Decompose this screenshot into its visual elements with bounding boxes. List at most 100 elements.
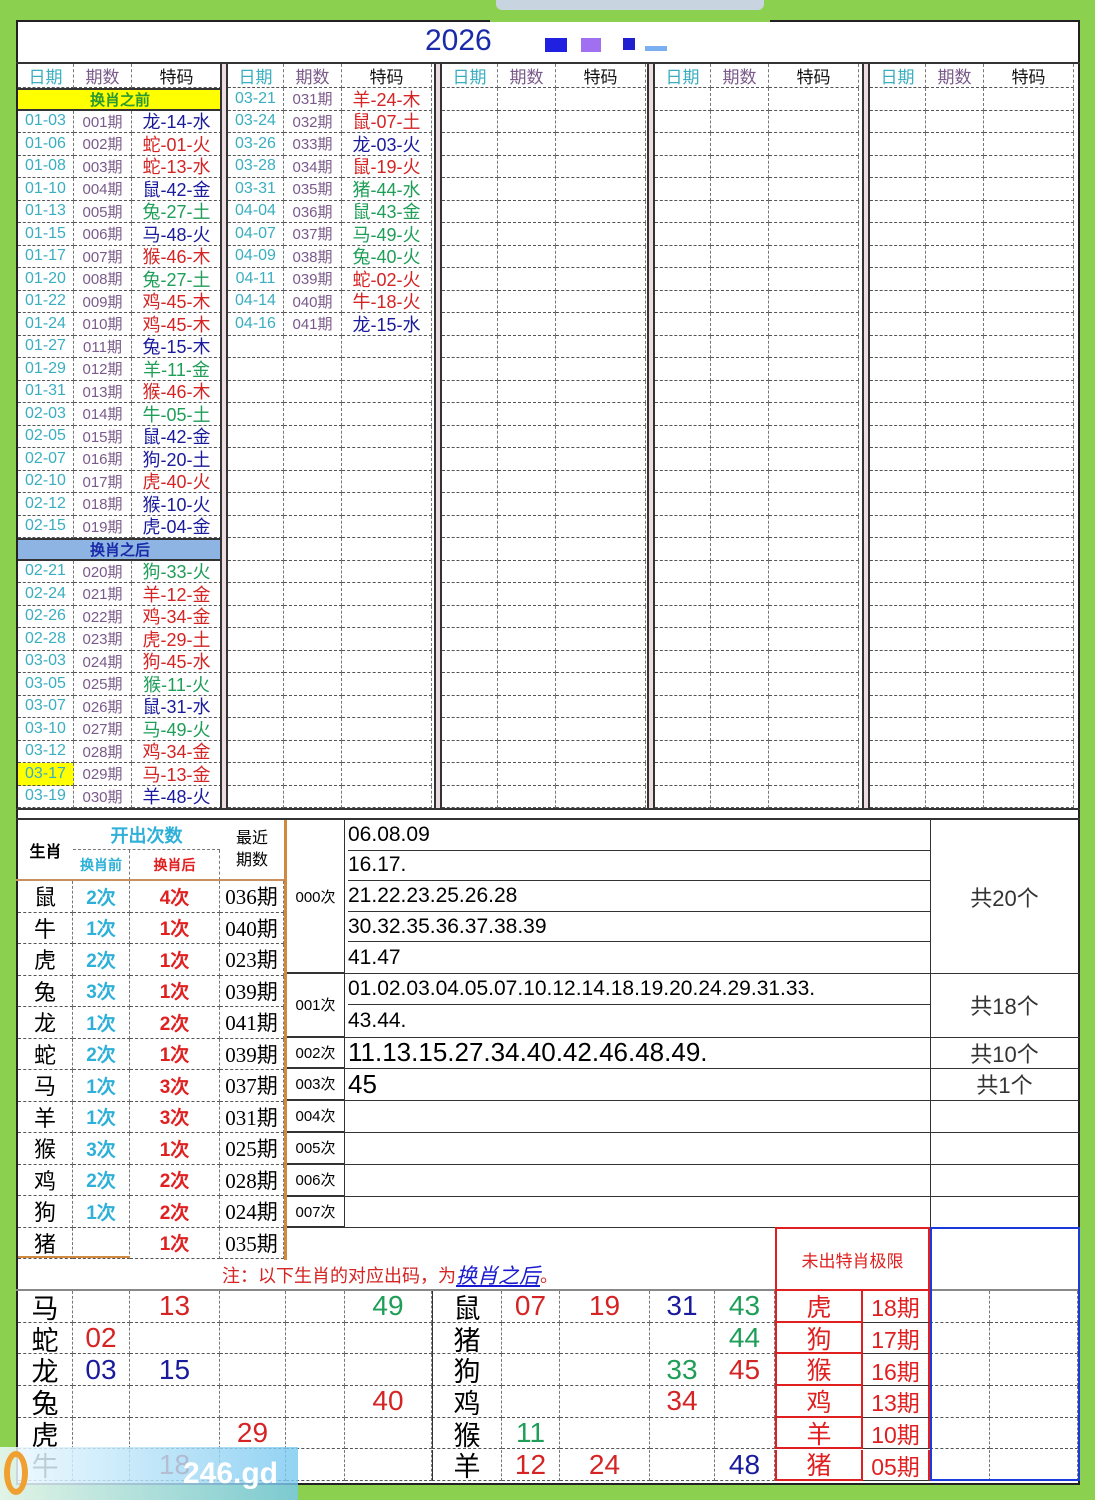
code-number: 45 [715, 1354, 775, 1387]
cell-date [655, 695, 711, 718]
cell-date [655, 425, 711, 448]
zodiac-label: 马 [18, 1291, 73, 1323]
cell-code [769, 268, 859, 291]
cell-period [498, 493, 556, 516]
cell-period [926, 313, 984, 336]
cell-period [498, 358, 556, 381]
code-number [286, 1449, 345, 1482]
cell-period [711, 785, 769, 808]
grid-line [287, 1100, 1080, 1101]
cell-period [711, 493, 769, 516]
cell-code [342, 628, 432, 651]
count-before: 1次 [73, 1196, 130, 1228]
code-number [286, 1386, 345, 1418]
cell-date [228, 515, 284, 538]
cell-date [442, 358, 498, 381]
cell-code [342, 560, 432, 583]
blank-cell [990, 1354, 1078, 1387]
cell-date [228, 718, 284, 741]
cell-date [442, 133, 498, 156]
top-tab [490, 0, 770, 22]
cell-code [984, 155, 1074, 178]
cell-date [870, 515, 926, 538]
cell-date: 01-03 [18, 110, 74, 133]
zodiac-label: 虎 [18, 1417, 73, 1450]
cell-date [228, 493, 284, 516]
cell-code [342, 583, 432, 606]
count-after: 1次 [130, 1133, 220, 1165]
cell-code [984, 718, 1074, 741]
cell-period [498, 718, 556, 741]
cell-period [711, 718, 769, 741]
cell-date [655, 200, 711, 223]
code-number: 15 [130, 1354, 220, 1387]
cell-code [984, 448, 1074, 471]
freq-label: 006次 [287, 1164, 345, 1196]
grid-line [16, 879, 286, 881]
cell-date [655, 673, 711, 696]
cell-code [984, 673, 1074, 696]
freq-total [930, 1164, 1078, 1196]
cell-period: 003期 [74, 155, 132, 178]
code-number [560, 1354, 650, 1387]
group-separator [647, 64, 655, 808]
cell-code: 猪-44-水 [342, 178, 432, 201]
code-number: 43 [715, 1291, 775, 1323]
note-link[interactable]: 换肖之后 [456, 1265, 540, 1288]
zodiac-label: 猪 [18, 1227, 73, 1259]
note: 注：以下生肖的对应出码，为 换肖之后。 [130, 1260, 650, 1290]
cell-date [870, 785, 926, 808]
zodiac-label: 猴 [18, 1133, 73, 1165]
cell-code [342, 335, 432, 358]
zodiac-label: 蛇 [18, 1322, 73, 1355]
cell-code [984, 403, 1074, 426]
cell-code [556, 628, 646, 651]
code-number [73, 1417, 130, 1450]
cell-code: 牛-05-土 [132, 403, 222, 426]
cell-code [342, 358, 432, 381]
header-date: 日期 [655, 64, 711, 88]
cell-date: 03-19 [18, 785, 74, 808]
cell-date [442, 470, 498, 493]
cell-period [926, 493, 984, 516]
cell-code [342, 605, 432, 628]
cell-date [655, 470, 711, 493]
cell-code: 羊-24-木 [342, 88, 432, 111]
count-after: 2次 [130, 1164, 220, 1196]
cell-date [442, 785, 498, 808]
code-number [345, 1417, 432, 1450]
freq-total: 共20个 [930, 820, 1078, 973]
cell-code [984, 425, 1074, 448]
cell-period [284, 560, 342, 583]
blank-cell [930, 1386, 990, 1418]
cell-code [984, 583, 1074, 606]
cell-period: 041期 [284, 313, 342, 336]
cell-code [342, 425, 432, 448]
grid-line [287, 1227, 1080, 1228]
cell-date [870, 155, 926, 178]
cell-period [284, 583, 342, 606]
cell-date [442, 268, 498, 291]
cell-code [769, 763, 859, 786]
cell-code: 狗-45-水 [132, 650, 222, 673]
cell-period [498, 470, 556, 493]
cell-code [984, 313, 1074, 336]
cell-code [556, 133, 646, 156]
cell-code: 羊-11-金 [132, 358, 222, 381]
cell-code [984, 335, 1074, 358]
cell-code [769, 470, 859, 493]
cell-period [284, 718, 342, 741]
count-after: 1次 [130, 975, 220, 1007]
freq-total: 共1个 [930, 1068, 1078, 1100]
freq-label: 003次 [287, 1068, 345, 1100]
cell-date [870, 358, 926, 381]
cell-date: 01-15 [18, 223, 74, 246]
cell-date: 04-09 [228, 245, 284, 268]
cell-period [284, 785, 342, 808]
cell-period [926, 178, 984, 201]
cell-date: 04-16 [228, 313, 284, 336]
cell-date: 02-12 [18, 493, 74, 516]
limit-periods: 16期 [863, 1354, 930, 1387]
cell-period [926, 245, 984, 268]
cell-code [984, 88, 1074, 111]
